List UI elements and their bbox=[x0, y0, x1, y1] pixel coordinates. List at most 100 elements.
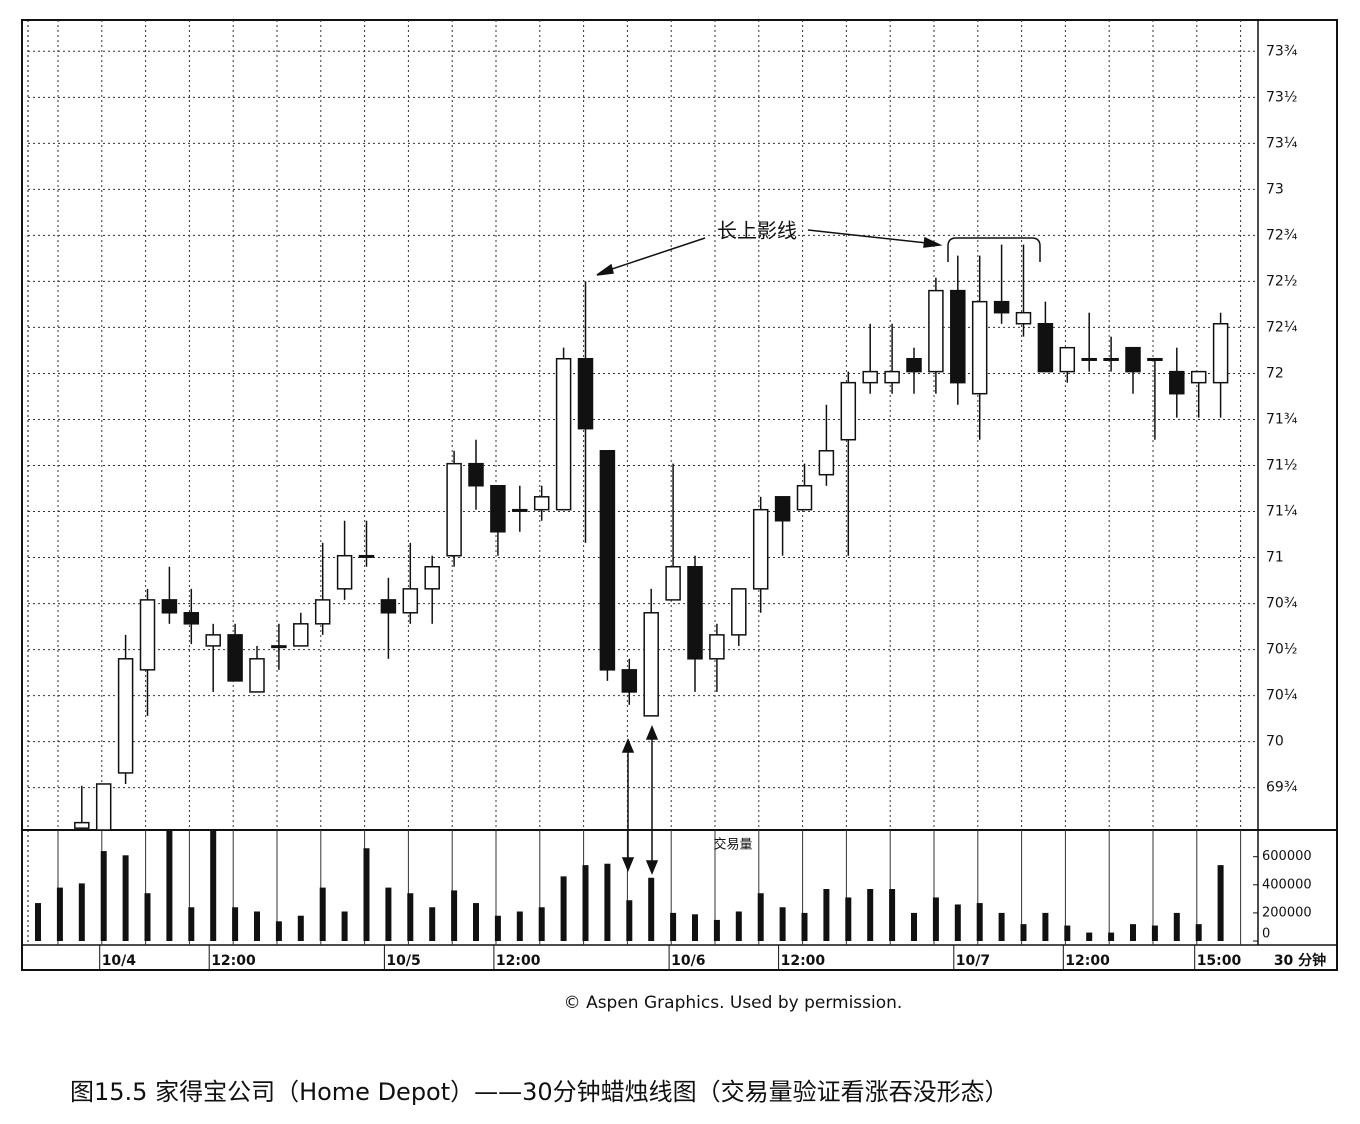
x-unit: 30 分钟 bbox=[1274, 952, 1326, 969]
y-tick-label: 69¾ bbox=[1266, 780, 1298, 796]
candle-body bbox=[293, 623, 309, 647]
y-tick-label: 600000 bbox=[1262, 849, 1312, 864]
candle-body bbox=[993, 300, 1010, 314]
candle-body bbox=[774, 496, 791, 522]
volume-bar bbox=[932, 897, 939, 941]
candle-body bbox=[1147, 357, 1163, 361]
volume-bar bbox=[867, 889, 874, 941]
annotation-group bbox=[596, 229, 1041, 875]
candle-body bbox=[139, 599, 156, 671]
caption: 图15.5 家得宝公司（Home Depot）——30分钟蜡烛线图（交易量验证看… bbox=[70, 1078, 1009, 1106]
volume-bar bbox=[516, 911, 523, 941]
candle-body bbox=[205, 634, 221, 647]
volume-bar bbox=[1130, 924, 1136, 941]
volume-bar bbox=[1020, 924, 1027, 941]
volume-bar bbox=[78, 883, 85, 941]
candle-body bbox=[752, 508, 769, 590]
y-tick-label: 73½ bbox=[1266, 89, 1297, 105]
x-tick-label: 12:00 bbox=[1065, 953, 1110, 969]
volume-bar bbox=[1064, 925, 1071, 941]
volume-bar bbox=[889, 889, 896, 941]
volume-bar bbox=[451, 890, 458, 941]
annotation-arrow bbox=[807, 229, 937, 245]
volume-bar bbox=[692, 914, 698, 941]
candle-body bbox=[1037, 323, 1054, 373]
y-tick-label: 0 bbox=[1262, 927, 1270, 942]
volume-bar bbox=[363, 848, 370, 941]
y-tick-label: 71¼ bbox=[1266, 504, 1298, 520]
y-tick-label: 72 bbox=[1266, 365, 1284, 381]
volume-bar bbox=[954, 904, 961, 941]
panel-title: 交易量 bbox=[713, 837, 752, 853]
volume-bar bbox=[341, 911, 348, 941]
candle-body bbox=[731, 588, 747, 636]
candle-body bbox=[271, 645, 287, 649]
y-tick-label: 70¼ bbox=[1266, 688, 1298, 704]
candle-body bbox=[424, 566, 440, 590]
volume-bar bbox=[100, 851, 107, 941]
candle-body bbox=[555, 357, 572, 511]
candle-body bbox=[161, 599, 178, 614]
volume-bar bbox=[166, 830, 173, 941]
volume-bar bbox=[254, 911, 260, 941]
arrowhead bbox=[621, 857, 635, 872]
volume-bar bbox=[604, 863, 611, 941]
volume-bar bbox=[275, 921, 282, 941]
y-tick-label: 73¾ bbox=[1266, 43, 1298, 59]
arrowhead bbox=[596, 263, 614, 276]
volume-bar bbox=[757, 893, 764, 941]
candle-body bbox=[687, 566, 703, 660]
volume-bar bbox=[560, 876, 567, 941]
volume-bar bbox=[1108, 932, 1115, 941]
volume-bar bbox=[319, 887, 326, 941]
candle-body bbox=[884, 370, 900, 384]
arrowhead bbox=[645, 725, 659, 740]
y-tick-label: 400000 bbox=[1262, 877, 1312, 892]
candle-body bbox=[533, 496, 550, 511]
arrowhead bbox=[621, 738, 635, 753]
arrowhead bbox=[923, 236, 943, 248]
candle-body bbox=[183, 612, 200, 625]
volume-bar bbox=[1151, 925, 1158, 941]
volume-bar bbox=[429, 907, 436, 941]
candle-body bbox=[1190, 370, 1207, 384]
volume-bar bbox=[582, 865, 589, 941]
candle-body bbox=[490, 485, 506, 533]
volume-bar bbox=[648, 877, 655, 941]
candle-body bbox=[971, 300, 988, 395]
arrowhead bbox=[645, 860, 659, 875]
volume-bar bbox=[1195, 924, 1202, 941]
candle-body bbox=[643, 612, 659, 717]
x-tick-label: 10/4 bbox=[102, 953, 137, 969]
volume-bar bbox=[1173, 912, 1180, 941]
candle-body bbox=[227, 634, 243, 682]
volume-bar bbox=[779, 907, 786, 941]
y-tick-label: 73 bbox=[1266, 181, 1284, 197]
candle-body bbox=[74, 821, 90, 829]
y-tick-label: 70¾ bbox=[1266, 596, 1298, 612]
candle-body bbox=[1015, 311, 1032, 325]
volume-bar bbox=[626, 900, 633, 941]
candle-body bbox=[468, 462, 484, 487]
candle-body bbox=[512, 508, 528, 512]
volume-bar bbox=[976, 903, 983, 941]
candle-body bbox=[1125, 346, 1141, 373]
x-tick-label: 12:00 bbox=[211, 953, 256, 969]
y-tick-label: 72¼ bbox=[1266, 319, 1298, 335]
x-tick-label: 15:00 bbox=[1197, 953, 1242, 969]
volume-bar bbox=[845, 897, 852, 941]
candle-body bbox=[1169, 370, 1185, 395]
volume-bar bbox=[713, 919, 720, 941]
y-tick-label: 72¾ bbox=[1266, 227, 1298, 243]
x-tick-label: 10/6 bbox=[671, 953, 705, 969]
candle-body bbox=[840, 381, 857, 441]
y-tick-label: 70½ bbox=[1266, 642, 1297, 658]
source: © Aspen Graphics. Used by permission. bbox=[564, 993, 903, 1013]
x-tick-label: 10/7 bbox=[956, 953, 990, 969]
volume-bar bbox=[823, 889, 830, 941]
volume-bar bbox=[232, 907, 239, 941]
volume-bar bbox=[1042, 912, 1049, 941]
candle-body bbox=[1059, 346, 1076, 373]
candle-body bbox=[928, 289, 944, 373]
volume-bar bbox=[1086, 932, 1093, 941]
